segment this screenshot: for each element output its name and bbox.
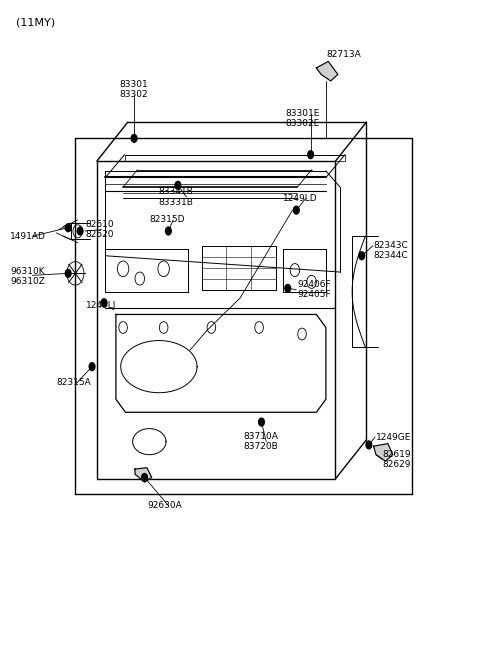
Text: (11MY): (11MY) (16, 18, 55, 28)
Circle shape (89, 363, 95, 371)
Text: 96310K
96310Z: 96310K 96310Z (10, 267, 45, 286)
Circle shape (175, 181, 181, 189)
Circle shape (366, 441, 372, 449)
Text: 82610
82620: 82610 82620 (85, 220, 114, 239)
Text: 83341B
83331B: 83341B 83331B (159, 187, 194, 207)
Circle shape (259, 418, 264, 426)
Circle shape (166, 227, 171, 235)
Polygon shape (373, 443, 393, 461)
Circle shape (285, 284, 290, 292)
Circle shape (359, 252, 364, 259)
Polygon shape (316, 62, 338, 81)
Text: 83301E
83302E: 83301E 83302E (285, 109, 320, 128)
Text: 92406F
92405F: 92406F 92405F (297, 280, 331, 299)
Text: 92630A: 92630A (147, 501, 182, 510)
Circle shape (77, 227, 83, 235)
Text: 1249LJ: 1249LJ (86, 301, 117, 310)
Text: 1249GE: 1249GE (376, 432, 411, 441)
Circle shape (101, 299, 107, 307)
Text: 82315D: 82315D (149, 215, 185, 225)
Text: 82619
82629: 82619 82629 (382, 449, 411, 469)
Circle shape (142, 474, 147, 481)
Text: 82315A: 82315A (56, 379, 91, 388)
Text: 82713A: 82713A (326, 50, 360, 60)
Text: 1491AD: 1491AD (10, 232, 46, 240)
Circle shape (293, 206, 299, 214)
Circle shape (65, 269, 71, 277)
Text: 1249LD: 1249LD (283, 194, 318, 203)
Text: 83710A
83720B: 83710A 83720B (244, 432, 279, 451)
Circle shape (65, 224, 71, 232)
Circle shape (131, 134, 137, 142)
Circle shape (308, 151, 313, 159)
Polygon shape (135, 468, 152, 482)
Text: 82343C
82344C: 82343C 82344C (373, 241, 408, 260)
Text: 83301
83302: 83301 83302 (120, 80, 148, 99)
